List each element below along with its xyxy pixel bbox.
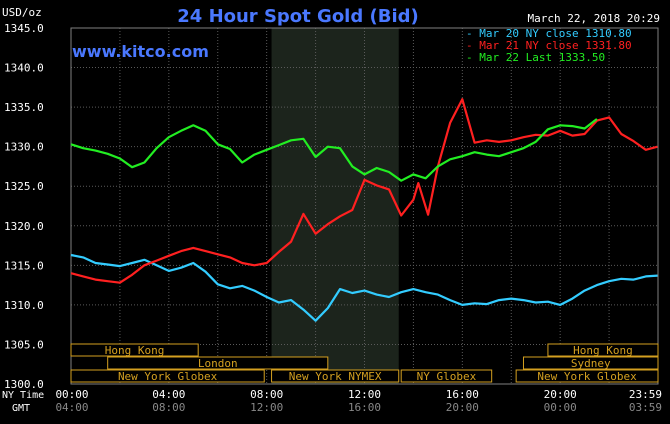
market-session-label: Hong Kong	[573, 344, 633, 357]
chart-title: 24 Hour Spot Gold (Bid)	[177, 6, 418, 27]
x-tick-ny: 00:00	[55, 388, 88, 401]
series-line	[70, 118, 598, 182]
series-line	[70, 98, 658, 284]
market-session-bar	[522, 356, 659, 370]
market-session-bar	[271, 369, 400, 383]
x-tick-gmt: 03:59	[629, 401, 662, 414]
market-session-bar	[400, 369, 493, 383]
gmt-label: GMT	[12, 403, 30, 414]
y-tick-label: 1315.0	[4, 259, 44, 272]
market-session-bar	[70, 369, 265, 383]
market-session-label: Sydney	[571, 357, 611, 370]
x-tick-gmt: 12:00	[250, 401, 283, 414]
y-axis-unit-label: USD/oz	[2, 6, 42, 19]
x-tick-gmt: 04:00	[55, 401, 88, 414]
x-tick-ny: 04:00	[152, 388, 185, 401]
market-session-bar	[107, 356, 329, 370]
y-tick-label: 1330.0	[4, 141, 44, 154]
y-axis-tick-labels: 1345.0 1340.0 1335.0 1330.0 1325.0 1320.0 1315…	[4, 22, 44, 391]
y-tick-label: 1345.0	[4, 22, 44, 35]
market-session-label: NY Globex	[417, 370, 477, 383]
y-tick-label: 1335.0	[4, 101, 44, 114]
market-session-label: London	[198, 357, 238, 370]
market-session-label: New York NYMEX	[289, 370, 382, 383]
x-tick-gmt: 08:00	[152, 401, 185, 414]
nymex-session-shading	[271, 28, 399, 384]
y-tick-label: 1320.0	[4, 220, 44, 233]
ny-time-label: NY Time	[2, 390, 44, 401]
y-tick-label: 1325.0	[4, 180, 44, 193]
x-tick-ny: 12:00	[348, 388, 381, 401]
plot-frame	[70, 27, 659, 385]
x-tick-ny: 20:00	[544, 388, 577, 401]
legend-entry: - Mar 22 Last 1333.50	[466, 51, 605, 64]
market-session-bar	[70, 343, 199, 357]
y-tick-label: 1340.0	[4, 62, 44, 75]
market-session-bar	[515, 369, 659, 383]
legend: - Mar 20 NY close 1310.80- Mar 21 NY clo…	[466, 27, 632, 64]
market-session-label: New York Globex	[118, 370, 218, 383]
chart-date: March 22, 2018 20:29	[528, 12, 660, 25]
watermark-url: www.kitco.com	[72, 42, 209, 61]
series-line	[70, 253, 658, 322]
price-series	[70, 98, 658, 322]
legend-entry: - Mar 21 NY close 1331.80	[466, 39, 632, 52]
x-tick-gmt: 00:00	[544, 401, 577, 414]
legend-entry: - Mar 20 NY close 1310.80	[466, 27, 632, 40]
x-tick-ny: 16:00	[446, 388, 479, 401]
x-tick-ny: 08:00	[250, 388, 283, 401]
y-tick-label: 1300.0	[4, 378, 44, 391]
x-axis-tick-labels: 00:00 04:00 08:00 12:00 16:00 20:00 23:5904:00…	[55, 388, 662, 414]
x-tick-gmt: 20:00	[446, 401, 479, 414]
market-session-bar	[547, 343, 659, 357]
market-session-label: New York Globex	[537, 370, 637, 383]
x-tick-gmt: 16:00	[348, 401, 381, 414]
x-tick-ny: 23:59	[629, 388, 662, 401]
market-session-label: Hong Kong	[105, 344, 165, 357]
y-tick-label: 1305.0	[4, 338, 44, 351]
y-tick-label: 1310.0	[4, 299, 44, 312]
